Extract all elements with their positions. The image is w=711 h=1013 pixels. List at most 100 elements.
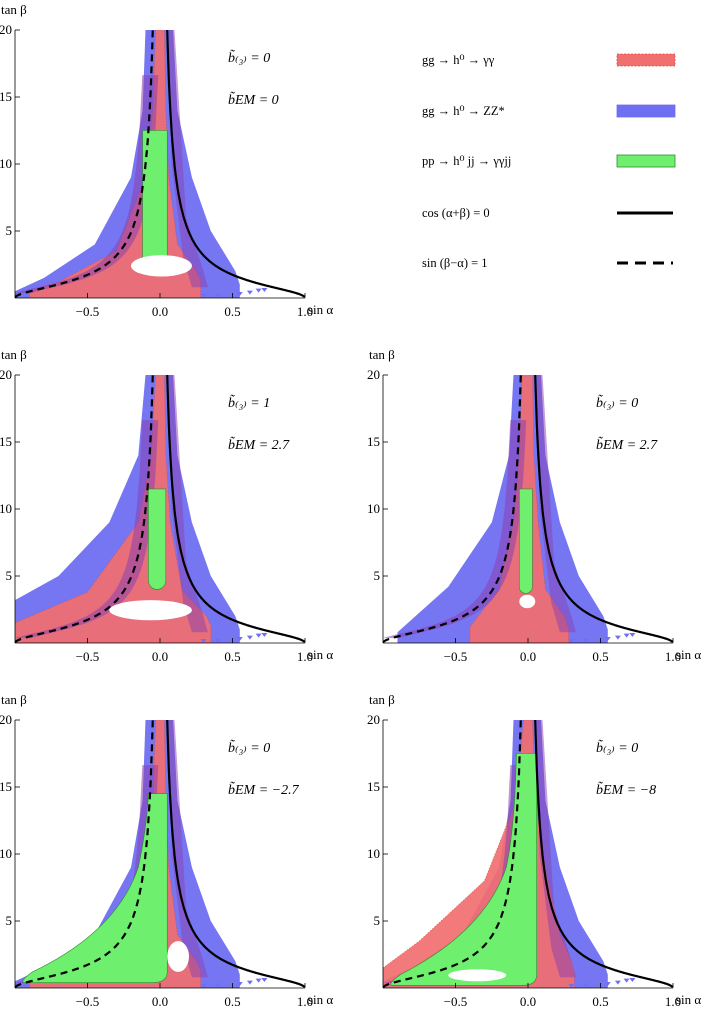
bem-annotation: b̃EM = 0 (228, 91, 279, 108)
jj-region (22, 793, 168, 983)
x-tick-label: 0.0 (520, 994, 536, 1009)
zz-fragment (215, 983, 221, 988)
y-tick-label: 5 (374, 568, 381, 583)
y-tick-label: 10 (0, 156, 12, 171)
legend-label: sin (β−α) = 1 (422, 256, 488, 270)
y-tick-label: 5 (6, 913, 13, 928)
cos-alpha-plus-beta-curve (166, 375, 305, 643)
y-tick-label: 20 (367, 712, 380, 727)
sin-beta-minus-alpha-curve (383, 375, 522, 643)
jj-region (148, 488, 167, 590)
chart-panel-2: 5 10 15 20 −0.5 0.0 0.5 1.0 tan β sin α b̃₍₃₎ = 1 b… (0, 347, 333, 664)
y-tick-label: 20 (0, 22, 12, 37)
b3-annotation: b̃₍₃₎ = 0 (228, 49, 270, 66)
x-tick-label: 0.5 (592, 649, 608, 664)
x-tick-label: 1.0 (297, 304, 313, 319)
zz-fragment (604, 636, 611, 641)
zz-fragment (246, 980, 253, 985)
legend-label: gg → h⁰ → γγ (422, 53, 495, 67)
chart-panel-1: 5 10 15 20 −0.5 0.0 0.5 1.0 tan β sin α b̃₍₃₎ = 0 b… (0, 2, 333, 319)
x-tick-label: 0.5 (592, 994, 608, 1009)
x-tick-label: 1.0 (665, 649, 681, 664)
zz-fragment (568, 638, 575, 643)
y-tick-label: 15 (367, 779, 380, 794)
sin-beta-minus-alpha-curve (15, 375, 154, 643)
zz-fragment (583, 983, 589, 988)
jj-region (390, 753, 537, 986)
y-tick-label: 15 (0, 779, 12, 794)
sin-beta-minus-alpha-curve (383, 720, 522, 988)
excluded-gap (131, 255, 192, 277)
legend-label: cos (α+β) = 0 (422, 206, 490, 220)
bem-annotation: b̃EM = −2.7 (228, 781, 300, 798)
zz-fragment (215, 293, 221, 298)
x-tick-label: 0.5 (224, 994, 240, 1009)
zz-fragment (568, 983, 575, 988)
x-tick-label: −0.5 (76, 994, 100, 1009)
zz-fragment (215, 638, 221, 643)
legend-label: pp → h⁰ jj → γγjj (422, 154, 511, 168)
cos-alpha-plus-beta-curve (534, 720, 673, 988)
x-tick-label: 0.5 (224, 304, 240, 319)
chart-panel-4: 5 10 15 20 −0.5 0.0 0.5 1.0 tan β sin α b̃₍₃₎ = 0 b… (0, 692, 333, 1009)
y-tick-label: 15 (367, 434, 380, 449)
plot-area (383, 375, 673, 643)
plot-area (15, 375, 305, 643)
y-tick-label: 20 (0, 712, 12, 727)
legend-swatch-jj (616, 154, 676, 168)
cos-alpha-plus-beta-curve (166, 30, 305, 298)
zz-fragment (623, 978, 630, 983)
zz-fragment (583, 638, 589, 643)
zz-fragment (236, 636, 243, 641)
excluded-gap (167, 941, 189, 972)
y-axis-label: tan β (369, 692, 395, 707)
b3-annotation: b̃₍₃₎ = 1 (228, 394, 270, 411)
chart-panel-5: 5 10 15 20 −0.5 0.0 0.5 1.0 tan β sin α b̃₍₃₎ = 0 b… (367, 692, 701, 1009)
y-tick-label: 5 (6, 223, 13, 238)
x-axis-label: sin α (676, 647, 701, 662)
zz-fragment (629, 977, 636, 982)
y-axis-label: tan β (369, 347, 395, 362)
x-tick-label: 0.0 (520, 649, 536, 664)
legend-swatch-gamma (616, 53, 676, 67)
y-tick-label: 10 (367, 846, 380, 861)
x-tick-label: 1.0 (297, 649, 313, 664)
plot-area (15, 720, 305, 988)
jj-region (519, 488, 533, 594)
zz-fragment (261, 287, 268, 292)
plot-area (15, 30, 305, 298)
y-tick-label: 20 (0, 367, 12, 382)
zz-fragment (614, 635, 621, 640)
zz-fragment (236, 291, 243, 296)
sin-beta-minus-alpha-curve (15, 30, 154, 298)
x-axis-label: sin α (308, 992, 333, 1007)
plot-area (383, 720, 673, 988)
y-tick-label: 5 (374, 913, 381, 928)
y-tick-label: 10 (367, 501, 380, 516)
overlap-region-right (168, 30, 208, 288)
excluded-gap (448, 969, 507, 982)
zz-fragment (629, 632, 636, 637)
zz-fragment (200, 983, 207, 988)
excluded-gap (109, 600, 192, 621)
cos-alpha-plus-beta-curve (166, 720, 305, 988)
overlap-region-right (536, 720, 576, 978)
y-tick-label: 5 (6, 568, 13, 583)
chart-panel-3: 5 10 15 20 −0.5 0.0 0.5 1.0 tan β sin α b̃₍₃₎ = 0 b… (367, 347, 701, 664)
zz-fragment (246, 290, 253, 295)
x-axis-label: sin α (308, 302, 333, 317)
x-tick-label: 0.0 (152, 649, 168, 664)
x-tick-label: 0.0 (152, 304, 168, 319)
bem-annotation: b̃EM = −8 (596, 781, 656, 798)
zz-fragment (261, 632, 268, 637)
y-tick-label: 20 (367, 367, 380, 382)
sin-beta-minus-alpha-curve (15, 720, 154, 988)
zz-fragment (200, 638, 207, 643)
overlap-region (15, 420, 159, 639)
zz-fragment (255, 288, 262, 293)
bem-annotation: b̃EM = 2.7 (596, 436, 658, 453)
y-axis-label: tan β (1, 2, 27, 17)
x-tick-label: −0.5 (444, 994, 468, 1009)
y-tick-label: 10 (0, 501, 12, 516)
